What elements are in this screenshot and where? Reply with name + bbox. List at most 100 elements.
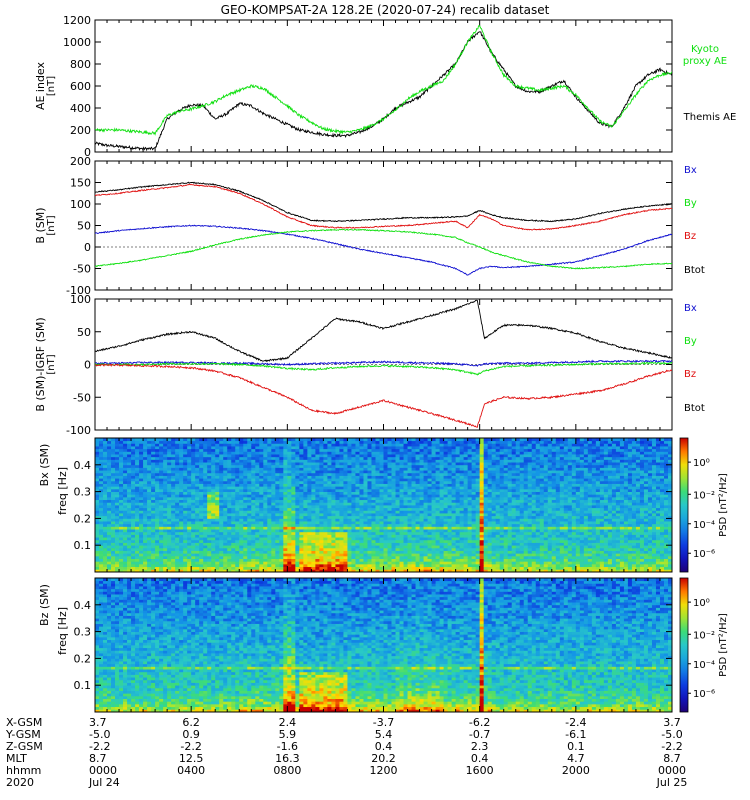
spectrogram-cell [203,555,208,559]
spectrogram-cell [299,521,304,525]
spectrogram-cell [271,521,276,525]
spectrogram-cell [459,499,465,503]
spectrogram-cell [439,563,445,568]
spectrogram-cell [359,531,364,535]
spectrogram-cell [139,496,144,501]
spectrogram-cell [339,446,344,450]
spectrogram-cell [319,558,324,562]
spectrogram-cell [411,440,416,444]
spectrogram-cell [283,539,288,543]
spectrogram-cell [359,507,364,511]
spectrogram-cell [419,483,424,487]
spectrogram-cell [287,563,292,568]
spectrogram-cell [303,507,308,511]
legend-kyoto: Kyoto [691,44,719,55]
spectrogram-cell [367,566,372,570]
spectrogram-cell [435,569,440,573]
spectrogram-cell [259,537,264,541]
spectrogram-cell [159,523,164,527]
spectrogram-cell [343,510,348,514]
spectrogram-cell [403,499,408,503]
spectrogram-cell [331,499,336,503]
spectrogram-cell [111,496,116,501]
spectrogram-cell [199,561,204,565]
spectrogram-cell [447,448,453,452]
spectrogram-cell [207,496,212,501]
spectrogram-cell [323,561,328,565]
spectrogram-cell [231,531,236,535]
spectrogram-cell [295,454,300,458]
spectrogram-cell [307,521,312,525]
spectrogram-cell [199,505,204,509]
spectrogram-cell [443,513,449,517]
spectrogram-cell [127,491,132,495]
spectrogram-cell [247,496,252,501]
spectrogram-cell [451,486,457,490]
spectrogram-cell [147,523,152,527]
spectrogram-cell [187,523,192,527]
spectrogram-cell [323,438,328,442]
spectrogram-cell [123,499,128,503]
spectrogram-cell [123,451,128,455]
spectrogram-cell [327,464,332,468]
spectrogram-cell [291,542,296,546]
spectrogram-cell [315,454,320,458]
spectrogram-cell [119,502,124,506]
spectrogram-cell [107,534,112,538]
spectrogram-cell [227,496,232,501]
spectrogram-cell [439,545,445,549]
spectrogram-cell [167,553,172,557]
spectrogram-cell [223,542,228,546]
spectrogram-cell [355,518,360,522]
spectrogram-cell [167,523,172,527]
spectrogram-cell [431,566,436,570]
spectrogram-cell [339,545,344,549]
spectrogram-cell [407,446,412,450]
spectrogram-cell [287,539,292,543]
spectrogram-cell [195,475,200,479]
spectrogram-cell [203,467,208,471]
spectrogram-cell [203,561,208,565]
spectrogram-cell [439,440,445,444]
spectrogram-cell [207,566,212,570]
spectrogram-cell [171,555,176,559]
spectrogram-cell [179,496,184,501]
spectrogram-cell [247,502,252,506]
spectrogram-cell [271,454,276,458]
spectrogram-cell [95,553,100,557]
spectrogram-cell [179,523,184,527]
spectrogram-cell [435,451,440,455]
spectrogram-cell [119,491,124,495]
spectrogram-cell [295,563,300,568]
spectrogram-cell [447,566,453,570]
spectrogram-cell [291,526,296,530]
spectrogram-cell [455,518,461,522]
spectrogram-cell [303,555,308,559]
spectrogram-cell [319,561,324,565]
spectrogram-cell [175,547,180,551]
spectrogram-cell [167,555,172,559]
spectrogram-cell [219,494,224,498]
spectrogram-cell [279,510,284,514]
spectrogram-cell [403,526,408,530]
spectrogram-cell [343,480,348,484]
spectrogram-cell [155,475,160,479]
spectrogram-cell [99,470,104,474]
spectrogram-cell [395,440,400,444]
spectrogram-cell [95,480,100,484]
spectrogram-cell [351,542,356,546]
spectrogram-cell [343,467,348,471]
spectrogram-cell [287,526,292,530]
spectrogram-cell [439,486,445,490]
spectrogram-cell [451,494,457,498]
spectrogram-cell [187,475,192,479]
spectrogram-cell [187,555,192,559]
spectrogram-cell [175,456,180,460]
spectrogram-cell [231,456,236,460]
spectrogram-cell [231,558,236,562]
spectrogram-cell [415,502,420,506]
spectrogram-cell [407,510,412,514]
spectrogram-cell [343,496,348,501]
spectrogram-cell [399,470,404,474]
spectrogram-cell [435,459,440,463]
